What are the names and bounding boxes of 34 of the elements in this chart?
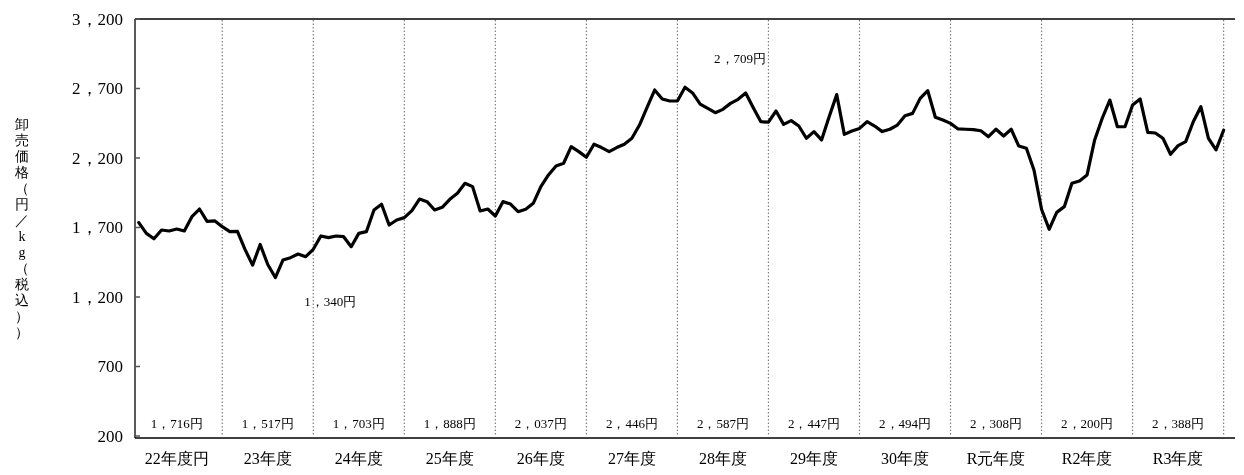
x-tick-label: 24年度 [334, 450, 383, 467]
annotation: 2，037円 [514, 416, 567, 431]
annotation: 2，388円 [1152, 416, 1205, 431]
x-tick-label: 29年度 [789, 450, 838, 467]
y-tick-label: 3，200 [72, 9, 123, 29]
annotation: 2，308円 [970, 416, 1023, 431]
x-tick-label: 27年度 [607, 450, 656, 467]
x-tick-label: 28年度 [698, 450, 747, 467]
x-tick-label: R元年度 [966, 450, 1026, 467]
annotation: 1，888円 [423, 416, 476, 431]
y-tick-label: 700 [97, 357, 123, 376]
annotation: 2，200円 [1061, 416, 1114, 431]
x-tick-label: R3年度 [1152, 450, 1204, 467]
y-tick-label: 2，700 [72, 79, 123, 98]
x-tick-label: R2年度 [1061, 450, 1113, 467]
annotation: 2，709円 [714, 51, 766, 67]
annotation: 2，494円 [879, 416, 931, 431]
y-tick-label: 2，200 [72, 148, 123, 168]
x-tick-label: 30年度 [881, 450, 929, 467]
x-tick-label: 26年度 [516, 450, 565, 467]
annotation: 2，446円 [605, 416, 658, 431]
annotation: 1，703円 [332, 416, 385, 431]
annotation: 1，340円 [304, 293, 357, 309]
annotation: 1，716円 [150, 416, 203, 431]
annotation: 2，587円 [696, 416, 749, 431]
x-tick-label: 25年度 [425, 450, 474, 467]
y-tick-label: 200 [97, 426, 123, 446]
x-tick-label: 22年度円 [144, 450, 209, 467]
x-tick-label: 23年度 [243, 450, 292, 467]
annotation: 1，517円 [241, 416, 294, 431]
y-tick-label: 1，700 [72, 218, 123, 237]
annotation: 2，447円 [787, 416, 840, 431]
text: 卸売価格（円／kg（税込）） [15, 116, 29, 339]
y-tick-label: 1，200 [72, 287, 123, 307]
